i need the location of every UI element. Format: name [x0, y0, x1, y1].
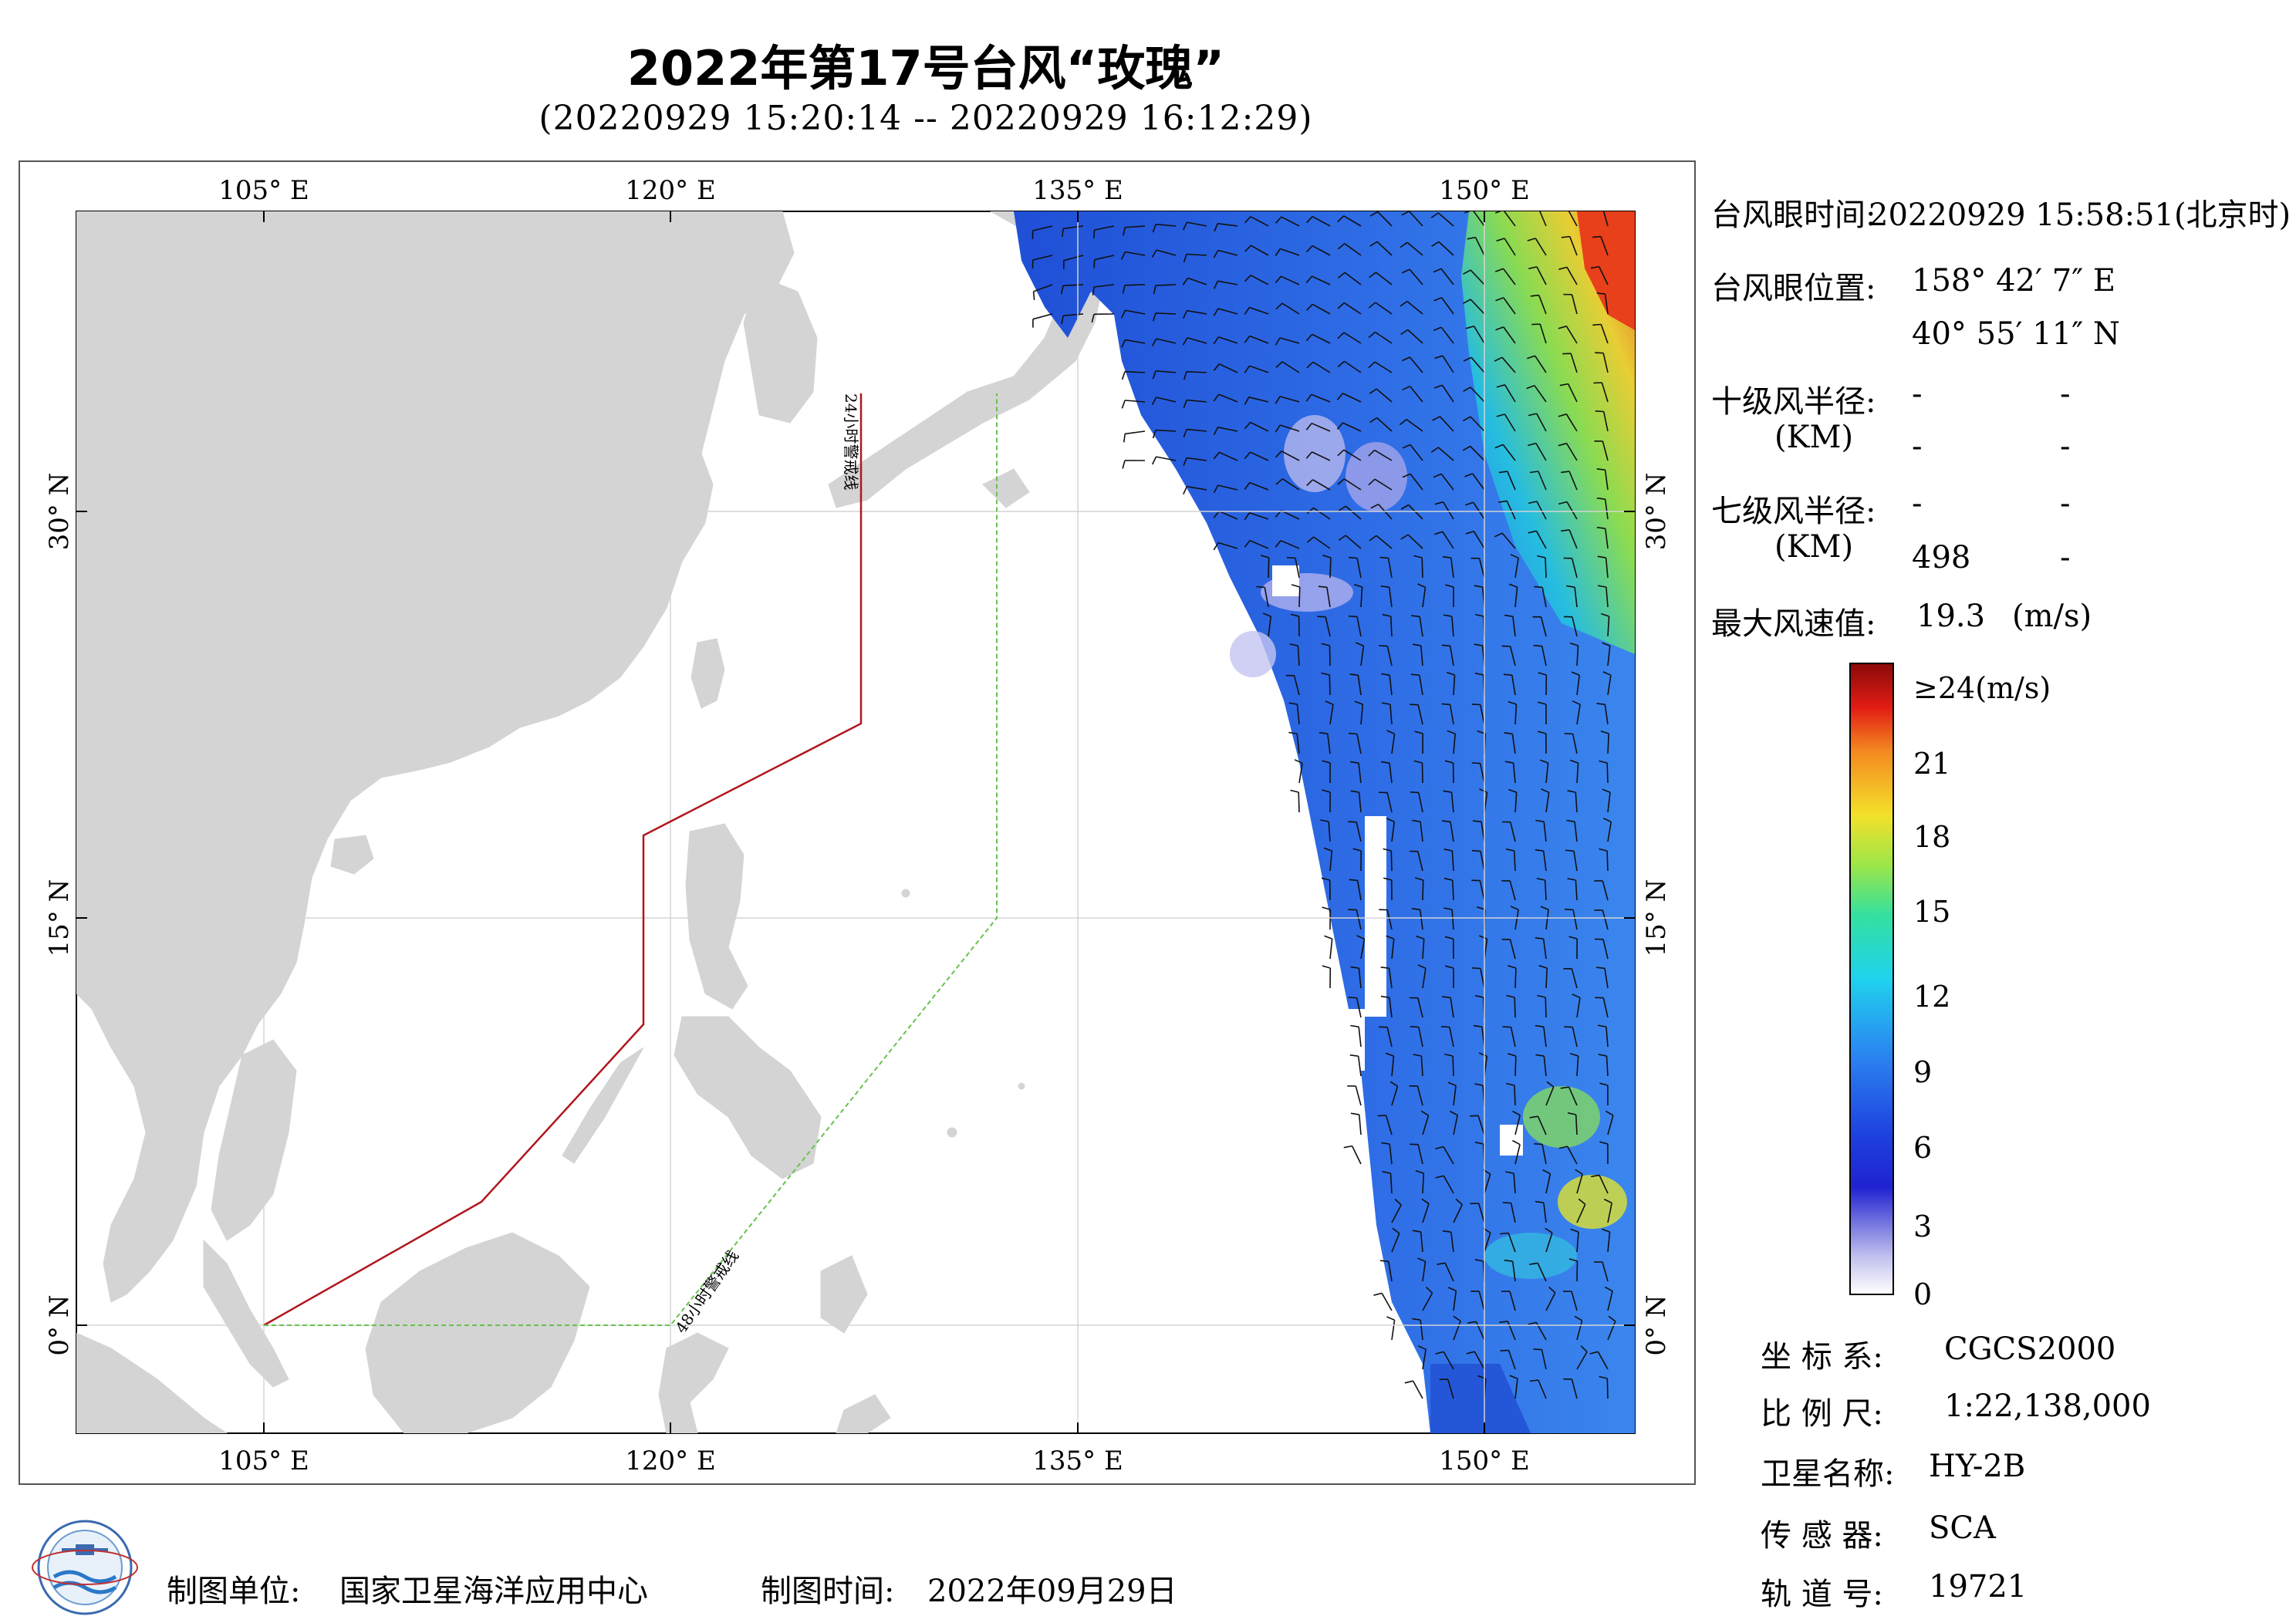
colorbar-label: 0: [1913, 1277, 1933, 1311]
colorbar-label: 15: [1913, 895, 1951, 929]
lon-label: 105° E: [218, 1446, 309, 1476]
lat-labels-left: 30° N 15° N 0° N: [44, 473, 75, 1356]
eye-pos-label: 台风眼位置:: [1711, 271, 1876, 306]
lat-label: 15° N: [1641, 879, 1672, 957]
lon-label: 150° E: [1439, 175, 1530, 206]
r10-unit: (KM): [1774, 420, 1854, 455]
sensor-label: 传 感 器:: [1761, 1518, 1883, 1554]
lon-label: 135° E: [1032, 175, 1123, 206]
colorbar-label: ≥24(m/s): [1913, 671, 2051, 705]
max-wind-value: 19.3: [1916, 599, 1986, 634]
colorbar-label: 12: [1913, 980, 1951, 1014]
orbit-label: 轨 道 号:: [1761, 1577, 1883, 1612]
colorbar-label: 9: [1913, 1055, 1933, 1089]
max-wind-label: 最大风速值:: [1711, 606, 1876, 642]
nsoas-logo: [32, 1520, 138, 1615]
lat-label: 0° N: [1641, 1294, 1672, 1355]
lat-label: 0° N: [44, 1294, 75, 1355]
colorbar-label: 6: [1913, 1131, 1933, 1165]
r7-label: 七级风半径:: [1711, 494, 1876, 529]
scale-value: 1:22,138,000: [1944, 1388, 2151, 1424]
lat-label: 15° N: [44, 879, 75, 957]
colorbar-label: 18: [1913, 820, 1951, 854]
r10-value: -: [1912, 429, 1923, 464]
warning-line-24h: [263, 393, 863, 1327]
r10-value: -: [1912, 376, 1923, 412]
r10-label: 十级风半径:: [1711, 384, 1876, 420]
r7-unit: (KM): [1774, 529, 1854, 565]
lon-labels-bottom: 105° E 120° E 135° E 150° E: [218, 1446, 1530, 1476]
map-frame: [19, 160, 1696, 1485]
map-title: 2022年第17号台风“玫瑰”: [626, 40, 1225, 96]
lat-labels-right: 30° N 15° N 0° N: [1641, 473, 1672, 1356]
r7-value: 498: [1912, 540, 1971, 575]
r10-value: -: [2060, 429, 2071, 464]
lon-label: 135° E: [1032, 1446, 1123, 1476]
colorbar-label: 21: [1913, 747, 1951, 781]
eye-time-label: 台风眼时间:: [1711, 197, 1876, 233]
orbit-value: 19721: [1929, 1569, 2028, 1604]
wind-field-map: 24小时警戒线 48小时警戒线 105° E 120° E 135° E 150…: [44, 175, 1672, 1476]
wind-barbs: [1032, 211, 1616, 1399]
sensor-value: SCA: [1929, 1510, 1996, 1546]
lat-label: 30° N: [1641, 473, 1672, 551]
tick-marks: [76, 211, 1635, 1433]
r7-value: -: [2060, 540, 2071, 575]
warning-label-24h: 24小时警戒线: [842, 393, 860, 490]
lon-label: 105° E: [218, 175, 309, 206]
colorbar-label: 3: [1913, 1210, 1933, 1243]
lon-label: 120° E: [625, 1446, 716, 1476]
date-label: 制图时间:: [761, 1574, 895, 1609]
lat-label: 30° N: [44, 473, 75, 551]
lon-label: 150° E: [1439, 1446, 1530, 1476]
satellite-value: HY-2B: [1929, 1449, 2026, 1484]
crs-value: CGCS2000: [1944, 1331, 2116, 1367]
r10-value: -: [2060, 376, 2071, 412]
eye-time-value: 20220929 15:58:51(北京时): [1869, 197, 2291, 233]
crs-label: 坐 标 系:: [1761, 1339, 1883, 1375]
lon-label: 120° E: [625, 175, 716, 206]
r7-value: -: [1912, 486, 1923, 521]
scale-label: 比 例 尺:: [1761, 1396, 1883, 1432]
eye-latitude: 40° 55′ 11″ N: [1912, 316, 2120, 352]
r7-value: -: [2060, 486, 2071, 521]
satellite-label: 卫星名称:: [1761, 1456, 1895, 1492]
eye-longitude: 158° 42′ 7″ E: [1912, 263, 2116, 299]
wind-speed-colorbar: [1849, 663, 1894, 1295]
time-range-subtitle: (20220929 15:20:14 -- 20220929 16:12:29): [539, 99, 1313, 138]
lon-labels-top: 105° E 120° E 135° E 150° E: [218, 175, 1530, 206]
max-wind-unit: (m/s): [2012, 599, 2092, 634]
warning-line-48h: [264, 393, 998, 1326]
date-value: 2022年09月29日: [927, 1574, 1177, 1609]
producer-label: 制图单位:: [167, 1574, 301, 1609]
producer-value: 国家卫星海洋应用中心: [339, 1574, 648, 1609]
